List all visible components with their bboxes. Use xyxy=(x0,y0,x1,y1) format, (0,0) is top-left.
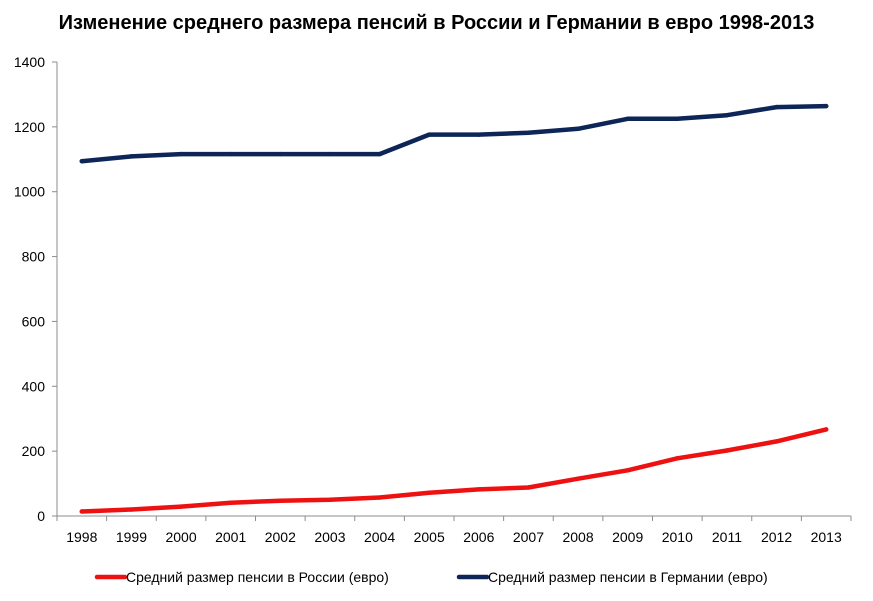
x-tick-label: 2000 xyxy=(165,529,196,545)
legend-label: Средний размер пенсии в Германии (евро) xyxy=(488,569,768,585)
data-point xyxy=(724,448,730,453)
data-point xyxy=(79,159,85,164)
data-point xyxy=(476,487,482,492)
legend-label: Средний размер пенсии в России (евро) xyxy=(126,569,389,585)
data-point xyxy=(228,151,233,157)
x-tick-label: 2006 xyxy=(463,529,494,545)
chart-title: Изменение среднего размера пенсий в Росс… xyxy=(58,12,815,34)
data-point xyxy=(228,500,233,505)
data-point xyxy=(625,116,630,121)
data-point xyxy=(625,468,630,473)
x-tick-label: 2001 xyxy=(215,529,246,545)
data-point xyxy=(575,476,581,481)
y-tick-label: 1200 xyxy=(14,119,45,135)
data-point xyxy=(278,151,283,157)
data-point xyxy=(377,495,382,500)
data-point xyxy=(377,151,382,157)
data-point xyxy=(178,504,184,509)
data-point xyxy=(675,456,680,461)
data-point xyxy=(526,485,531,490)
data-point xyxy=(327,497,333,502)
y-tick-label: 600 xyxy=(22,313,46,329)
x-tick-label: 1999 xyxy=(116,529,147,545)
x-tick-label: 2002 xyxy=(265,529,296,545)
data-point xyxy=(426,490,432,495)
series-line-germany xyxy=(79,103,829,164)
data-point xyxy=(823,103,829,109)
x-tick-label: 2007 xyxy=(513,529,544,545)
data-point xyxy=(327,151,333,157)
data-point xyxy=(178,151,184,157)
x-tick-label: 2011 xyxy=(712,529,742,545)
x-tick-label: 2005 xyxy=(414,529,445,545)
x-tick-label: 2013 xyxy=(811,529,842,545)
data-point xyxy=(476,132,482,137)
data-point xyxy=(675,116,680,121)
y-tick-label: 1400 xyxy=(14,54,45,70)
data-point xyxy=(79,509,85,514)
data-point xyxy=(774,439,779,444)
x-tick-label: 2012 xyxy=(761,529,792,545)
legend: Средний размер пенсии в России (евро) Сре… xyxy=(94,569,768,585)
y-tick-label: 800 xyxy=(22,249,46,265)
x-tick-label: 2003 xyxy=(314,529,345,545)
x-tick-label: 2004 xyxy=(364,529,395,545)
data-point xyxy=(774,104,779,110)
series-line-russia xyxy=(79,427,829,514)
x-tick-label: 2008 xyxy=(562,529,593,545)
data-point xyxy=(526,130,531,135)
x-tick-label: 2010 xyxy=(662,529,693,545)
data-point xyxy=(426,132,432,137)
data-point xyxy=(724,112,730,118)
y-tick-label: 0 xyxy=(37,508,45,524)
data-point xyxy=(129,507,134,512)
data-point xyxy=(278,498,283,503)
data-point xyxy=(575,126,581,132)
x-tick-label: 1998 xyxy=(66,529,97,545)
x-axis: 1998 1999 2000 2001 2002 2003 2004 2005 2006 2007… xyxy=(56,515,852,545)
data-point xyxy=(129,154,134,159)
data-point xyxy=(823,427,829,432)
y-tick-label: 400 xyxy=(22,378,46,394)
y-axis: 0 200 400 600 800 1000 1200 1400 xyxy=(14,54,58,524)
y-tick-label: 1000 xyxy=(14,184,45,200)
x-tick-label: 2009 xyxy=(612,529,643,545)
y-tick-label: 200 xyxy=(22,443,46,459)
series-lines xyxy=(79,103,829,514)
